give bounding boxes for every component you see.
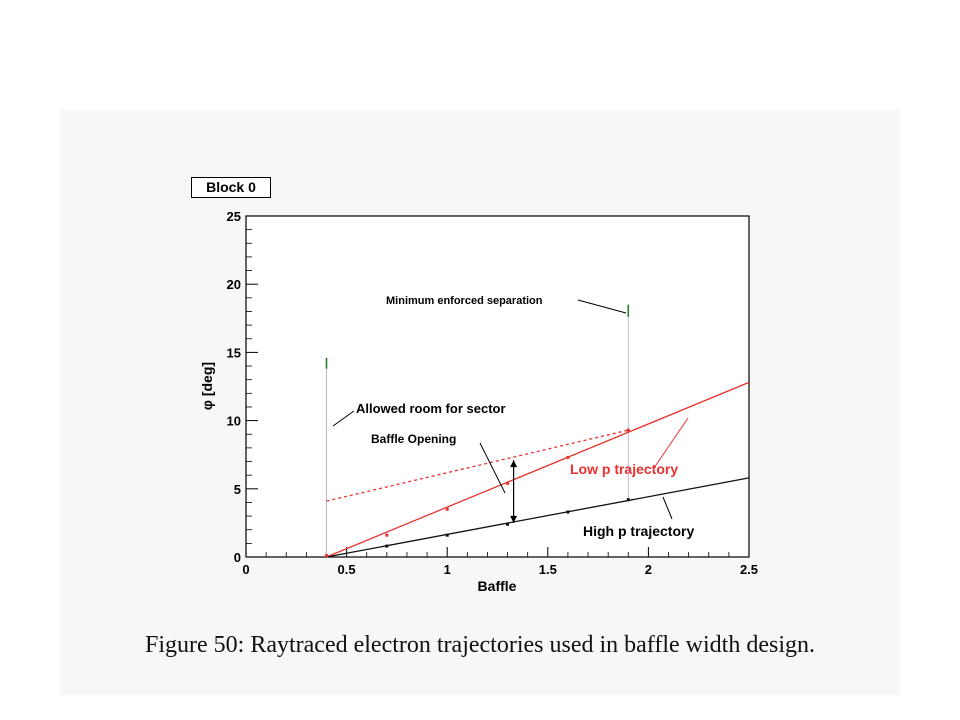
x-tick-label: 0 (242, 562, 249, 577)
annotation-allowed-room: Allowed room for sector (356, 401, 506, 416)
x-tick-label: 2 (645, 562, 652, 577)
annotation-baffle-opening: Baffle Opening (371, 432, 456, 446)
data-point-low-p (445, 507, 449, 511)
opening-arrow-head-bottom (510, 515, 518, 523)
x-tick-label: 2.5 (740, 562, 758, 577)
y-tick-label: 0 (234, 550, 241, 565)
opening-arrow-head-top (510, 460, 518, 468)
y-tick-label: 5 (234, 482, 241, 497)
series-line-low-p-dashed (326, 429, 629, 502)
data-point-high-p (566, 510, 570, 514)
data-point-high-p (385, 544, 389, 548)
data-point-low-p (385, 533, 389, 537)
annotation-high-p: High p trajectory (583, 523, 694, 539)
data-point-low-p (566, 455, 570, 459)
x-axis-label: Baffle (478, 578, 517, 594)
series-line-low-p (326, 381, 750, 558)
y-axis-label: φ [deg] (199, 362, 215, 410)
leader-min-sep (577, 299, 627, 314)
plot-title: Block 0 (191, 177, 271, 198)
y-tick-label: 25 (227, 209, 241, 224)
x-tick-label: 1 (444, 562, 451, 577)
leader-low-p (653, 417, 689, 469)
marker-layer (324, 428, 630, 558)
data-point-low-p (626, 428, 630, 432)
series-layer (326, 381, 750, 558)
data-point-low-p (324, 554, 328, 558)
data-point-high-p (506, 522, 510, 526)
series-line-high-p (326, 477, 750, 558)
annotation-min-sep: Minimum enforced separation (386, 295, 543, 307)
x-tick-label: 1.5 (539, 562, 557, 577)
data-point-high-p (445, 533, 449, 537)
leader-baffle-opening (479, 442, 506, 494)
y-tick-label: 15 (227, 345, 241, 360)
vertical-guides (325, 304, 630, 557)
figure-caption: Figure 50: Raytraced electron trajectori… (144, 632, 815, 658)
plot-frame (245, 215, 750, 558)
data-point-high-p (626, 498, 630, 502)
x-tick-label: 0.5 (338, 562, 356, 577)
leader-allowed-room (332, 410, 355, 427)
y-tick-label: 10 (227, 414, 241, 429)
axis-tick-labels: 0 0.5 1 1.5 2 2.5 0 5 10 15 20 25 (227, 209, 759, 577)
y-tick-label: 20 (227, 277, 241, 292)
data-point-low-p (506, 481, 510, 485)
annotation-low-p: Low p trajectory (570, 461, 678, 477)
leader-high-p (662, 496, 673, 520)
